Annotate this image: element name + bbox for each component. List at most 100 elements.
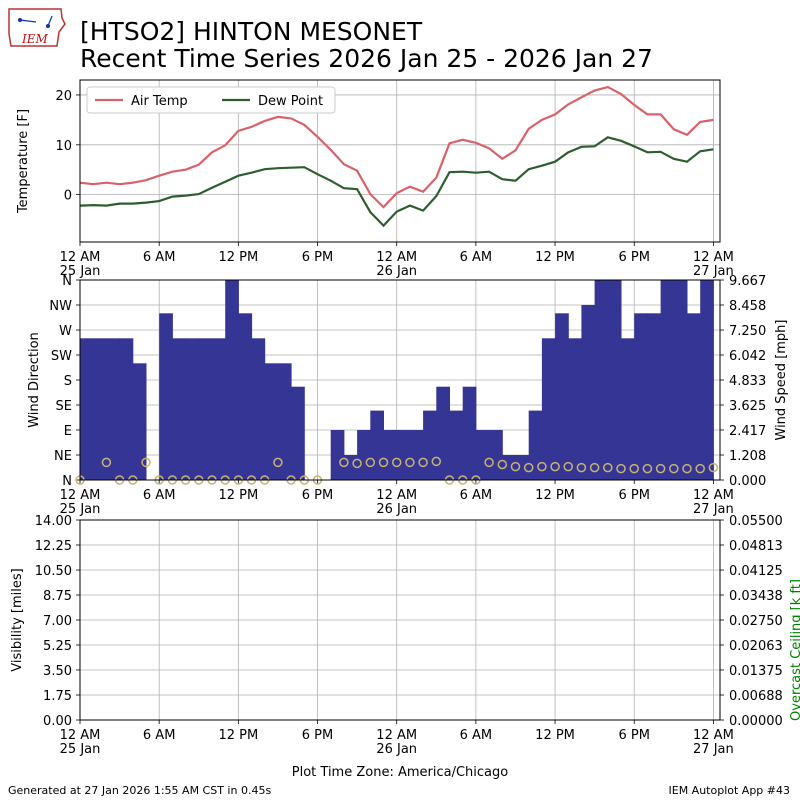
wind-direction-bar — [449, 410, 464, 480]
wind-direction-bar — [673, 280, 688, 480]
temp-xtick-date-label: 26 Jan — [376, 264, 417, 279]
ceiling-tick-label: 0.01375 — [729, 664, 783, 679]
temp-xtick-label: 6 PM — [618, 250, 649, 265]
wind-xtick-date-label: 25 Jan — [60, 502, 101, 517]
wind-direction-bar — [357, 430, 371, 480]
wind-direction-bar — [277, 363, 292, 480]
wind-panel-frame — [79, 279, 721, 481]
wind-direction-bar — [80, 338, 94, 480]
wind-direction-tick-label: S — [64, 374, 72, 389]
vis-xtick-label: 6 PM — [618, 728, 649, 743]
wind-speed-tick-label: 7.250 — [729, 324, 766, 339]
visibility-panel-frame — [79, 519, 721, 721]
wind-xtick-label: 12 PM — [535, 488, 575, 503]
wind-barb-icon — [19, 19, 37, 23]
temp-ytick-label: 10 — [55, 139, 72, 154]
wind-direction-bar — [436, 386, 450, 480]
wind-direction-axis-label: Wind Direction — [27, 332, 42, 428]
wind-direction-bar — [330, 430, 345, 480]
vis-xtick-label: 6 PM — [302, 728, 333, 743]
wind-direction-bar — [291, 386, 305, 480]
wind-speed-marker — [418, 457, 428, 468]
wind-direction-bar — [621, 338, 635, 480]
wind-direction-bar — [700, 280, 714, 480]
timezone-label: Plot Time Zone: America/Chicago — [292, 765, 508, 780]
wind-xtick-date-label: 27 Jan — [693, 502, 734, 517]
wind-direction-bar — [660, 280, 675, 480]
logo-text: IEM — [21, 32, 49, 46]
ceiling-tick-label: 0.00688 — [729, 689, 783, 704]
wind-speed-marker — [523, 462, 534, 473]
wind-xtick-label: 6 PM — [302, 488, 333, 503]
iem-logo: IEM — [8, 8, 66, 47]
temp-xtick-label: 12 PM — [218, 250, 258, 265]
wind-direction-bar — [515, 455, 530, 480]
wind-speed-tick-label: 0.000 — [729, 474, 766, 489]
wind-direction-bar — [462, 386, 477, 480]
wind-speed-marker — [510, 461, 521, 472]
vis-xtick-label: 12 AM — [60, 728, 101, 743]
wind-speed-marker — [365, 457, 376, 468]
visibility-axis-label: Visibility [miles] — [10, 568, 25, 671]
wind-speed-marker — [352, 458, 362, 469]
legend-box — [86, 86, 336, 114]
wind-speed-axis-label: Wind Speed [mph] — [774, 320, 789, 441]
wind-direction-tick-label: W — [59, 324, 72, 339]
wind-direction-bar — [238, 313, 253, 480]
wind-speed-marker — [695, 463, 705, 474]
wind-speed-tick-label: 1.208 — [729, 449, 766, 464]
wind-direction-bar — [409, 430, 424, 480]
vis-xtick-label: 6 AM — [143, 728, 176, 743]
wind-xtick-label: 6 AM — [143, 488, 176, 503]
wind-speed-marker — [576, 462, 587, 473]
wind-direction-bar — [528, 410, 543, 480]
ceiling-tick-label: 0.02750 — [729, 614, 783, 629]
wind-direction-tick-label: E — [64, 424, 72, 439]
generated-note: Generated at 27 Jan 2026 1:55 AM CST in … — [8, 784, 272, 797]
wind-direction-bar — [594, 280, 609, 480]
wind-speed-marker — [391, 457, 402, 468]
wind-xtick-label: 6 AM — [460, 488, 493, 503]
ceiling-tick-label: 0.02063 — [729, 639, 783, 654]
legend-label-0: Air Temp — [131, 94, 188, 109]
wind-direction-bar — [568, 338, 582, 480]
ceiling-tick-label: 0.05500 — [729, 514, 783, 529]
wind-direction-bar — [581, 305, 596, 480]
wind-direction-bar — [647, 313, 662, 480]
wind-direction-bar — [687, 313, 701, 480]
ceiling-tick-label: 0.04813 — [729, 539, 783, 554]
wind-speed-tick-label: 6.042 — [729, 349, 766, 364]
wind-direction-bar — [475, 430, 490, 480]
wind-direction-bar — [212, 338, 226, 480]
visibility-tick-label: 3.50 — [43, 664, 72, 679]
wind-direction-bar — [541, 338, 556, 480]
wind-xtick-date-label: 26 Jan — [376, 502, 417, 517]
wind-speed-marker — [589, 462, 600, 473]
wind-direction-bar — [159, 313, 173, 480]
wind-direction-bar — [489, 430, 503, 480]
temp-xtick-label: 12 AM — [693, 250, 734, 265]
wind-xtick-label: 12 PM — [218, 488, 258, 503]
wind-xtick-label: 12 AM — [693, 488, 734, 503]
temp-ytick-label: 0 — [64, 189, 72, 204]
vis-xtick-label: 12 AM — [693, 728, 734, 743]
wind-speed-marker — [339, 457, 349, 468]
wind-direction-bar — [370, 410, 384, 480]
temperature-axis-label: Temperature [F] — [16, 109, 31, 214]
wind-direction-bar — [185, 338, 200, 480]
wind-direction-bar — [634, 313, 648, 480]
wind-speed-marker — [141, 457, 151, 468]
vis-xtick-label: 12 PM — [535, 728, 575, 743]
wind-speed-tick-label: 9.667 — [729, 274, 766, 289]
chart-subtitle: Recent Time Series 2026 Jan 25 - 2026 Ja… — [80, 44, 653, 73]
wind-speed-marker — [550, 461, 560, 472]
temp-xtick-label: 6 PM — [302, 250, 333, 265]
visibility-tick-label: 5.25 — [43, 639, 72, 654]
wind-direction-tick-label: N — [62, 474, 72, 489]
wind-xtick-label: 12 AM — [376, 488, 417, 503]
wind-speed-marker — [273, 457, 283, 468]
wind-direction-bar — [555, 313, 569, 480]
wind-xtick-label: 12 AM — [60, 488, 101, 503]
visibility-tick-label: 12.25 — [35, 539, 72, 554]
